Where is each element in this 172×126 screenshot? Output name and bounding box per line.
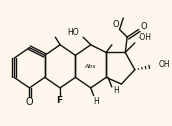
Text: H: H [113, 86, 119, 95]
Text: ⋅OH: ⋅OH [137, 33, 151, 42]
Text: O: O [112, 20, 119, 29]
Text: H: H [94, 97, 99, 106]
Text: O: O [26, 97, 33, 107]
Text: O: O [140, 22, 147, 31]
Text: Abs: Abs [84, 64, 96, 69]
Text: HO: HO [68, 28, 79, 37]
Text: OH: OH [159, 60, 170, 69]
Text: F: F [56, 96, 62, 105]
